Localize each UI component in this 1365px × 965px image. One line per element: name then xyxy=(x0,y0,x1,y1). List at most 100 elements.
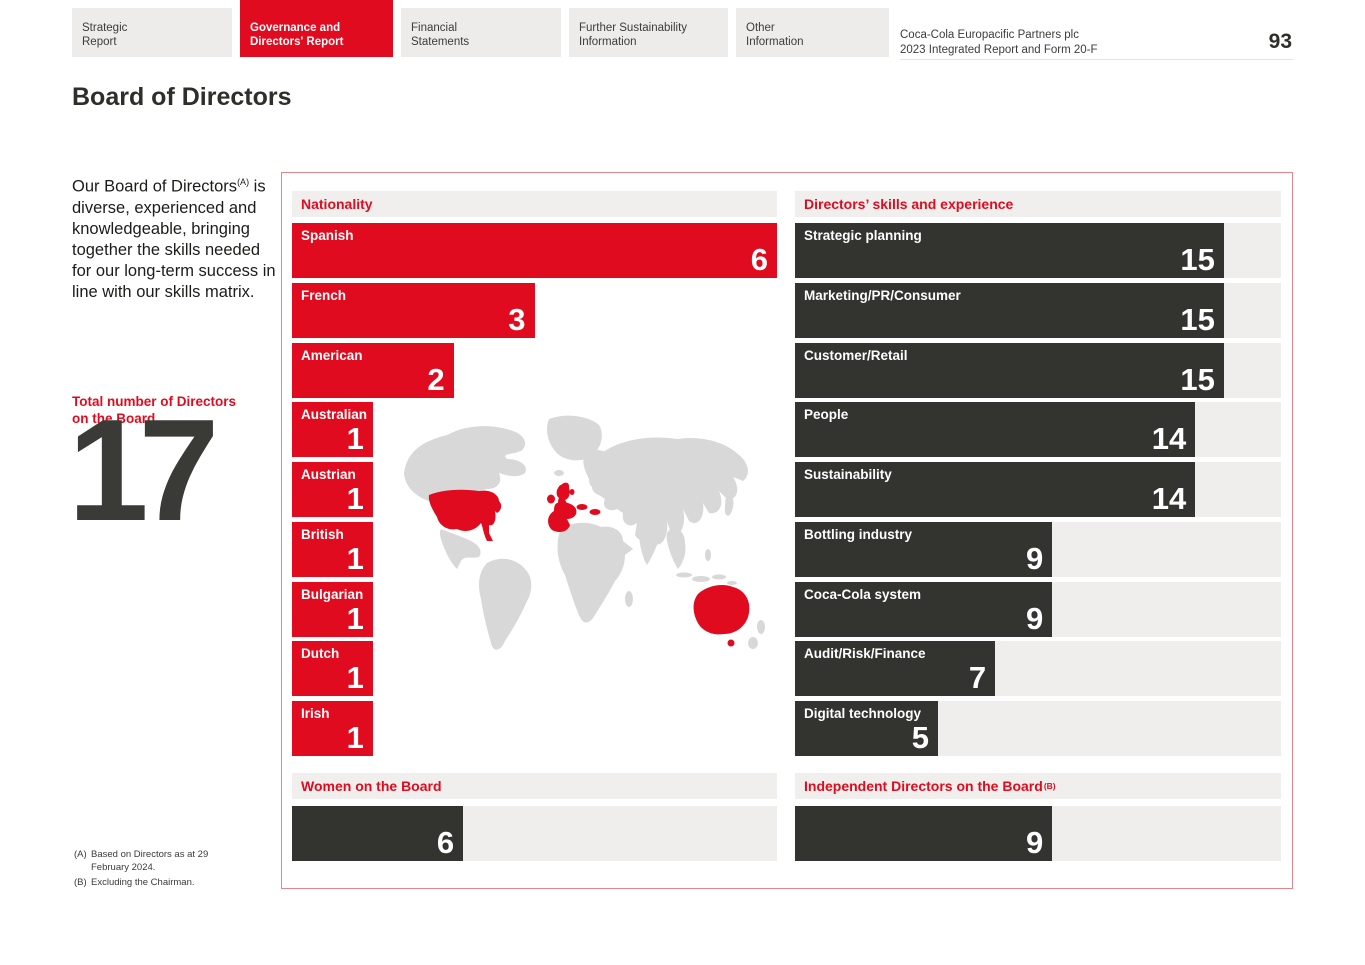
bar-label: Dutch xyxy=(301,646,340,662)
bar-label: British xyxy=(301,526,344,542)
bar: Coca-Cola system 9 xyxy=(795,581,1053,637)
tab-label-line: Strategic xyxy=(82,22,128,34)
world-map xyxy=(404,415,765,650)
bar: Dutch 1 xyxy=(292,641,373,697)
footnote-text: Excluding the Chairman. xyxy=(91,877,195,888)
total-directors-label: Total number of Directors on the Board xyxy=(72,394,237,426)
tab-governance-and-directors-report[interactable]: Governance and Directors' Report xyxy=(240,0,393,57)
women-chart: Women on the Board 6 xyxy=(292,773,777,866)
bar-label: Strategic planning xyxy=(804,228,922,243)
bar: Digital technology 5 xyxy=(795,701,938,756)
bar-value: 9 xyxy=(1026,600,1044,636)
bar: Bottling industry 9 xyxy=(795,521,1053,577)
bar-row: Marketing/PR/Consumer 15 xyxy=(795,282,1281,338)
women-chart-title: Women on the Board xyxy=(292,773,777,799)
bar-value: 6 xyxy=(436,825,455,860)
bar: 6 xyxy=(292,806,464,861)
section-tab-bar: Strategic Report Governance and Directors' … xyxy=(72,0,889,57)
bar-row: Spanish 6 xyxy=(292,223,777,278)
bar: Austrian 1 xyxy=(292,462,373,517)
footnote-a: (A) Based on Directors as at 29 February… xyxy=(74,849,234,874)
page-title: Board of Directors xyxy=(72,82,292,111)
bar: Audit/Risk/Finance 7 xyxy=(795,641,996,697)
bar-value: 1 xyxy=(346,660,364,696)
board-infographic-panel: Nationality Spanish 6 French 3 American 2 Aust… xyxy=(281,172,1293,889)
bar: Marketing/PR/Consumer 15 xyxy=(795,282,1224,338)
bar-label: Audit/Risk/Finance xyxy=(804,646,926,662)
bar-row: Customer/Retail 15 xyxy=(795,342,1281,398)
bar-row: 6 xyxy=(292,806,777,861)
intro-text: Our Board of Directors xyxy=(72,177,238,196)
skills-bars: Strategic planning 15 Marketing/PR/Consume… xyxy=(795,223,1281,756)
women-bar: 6 xyxy=(292,806,777,861)
bar-value: 1 xyxy=(346,720,364,755)
bar-label: French xyxy=(301,287,347,303)
map-base-landmass xyxy=(404,415,765,650)
bar-row: Austrian 1 xyxy=(292,462,777,517)
bar-row: French 3 xyxy=(292,282,777,338)
bar-label: Bulgarian xyxy=(301,586,364,602)
bar-row: British 1 xyxy=(292,521,777,577)
bar-value: 1 xyxy=(346,600,364,636)
tab-strategic-report[interactable]: Strategic Report xyxy=(72,8,232,57)
tab-label-line: Financial xyxy=(411,22,458,34)
nationality-bars: Spanish 6 French 3 American 2 Australian 1 Austr… xyxy=(292,223,777,756)
bar-label: Bottling industry xyxy=(804,526,912,542)
footnote-marker: (A) xyxy=(74,849,87,860)
bar: Spanish 6 xyxy=(292,223,777,278)
footnotes: (A) Based on Directors as at 29 February… xyxy=(74,849,234,893)
bar-value: 9 xyxy=(1026,540,1044,576)
bar-label: Spanish xyxy=(301,228,354,243)
footnote-text: Based on Directors as at 29 February 202… xyxy=(91,849,209,873)
total-directors-value: 17 xyxy=(68,389,219,551)
bar-row: 9 xyxy=(795,806,1281,861)
bar-row: People 14 xyxy=(795,402,1281,458)
nationality-chart-title: Nationality xyxy=(292,191,777,217)
footnote-ref-b: (B) xyxy=(1043,781,1056,791)
bar-row: Coca-Cola system 9 xyxy=(795,581,1281,637)
bar: 9 xyxy=(795,806,1053,861)
page-number: 93 xyxy=(1268,30,1292,53)
intro-paragraph: Our Board of Directors(A) is diverse, ex… xyxy=(72,172,276,303)
intro-text: is diverse, experienced and knowledgeabl… xyxy=(72,177,276,301)
bar: Customer/Retail 15 xyxy=(795,342,1224,398)
nationality-chart: Nationality Spanish 6 French 3 American 2 Aust… xyxy=(292,191,777,761)
bar-label: Coca-Cola system xyxy=(804,586,922,602)
bar-value: 15 xyxy=(1180,301,1215,337)
independent-directors-chart: Independent Directors on the Board (B) 9 xyxy=(795,773,1281,866)
bar-row: Australian 1 xyxy=(292,402,777,458)
tab-label-line: Governance and xyxy=(250,22,341,34)
bar: Bulgarian 1 xyxy=(292,581,373,637)
chart-title-text: Independent Directors on the Board xyxy=(804,778,1043,794)
bar-row: Bulgarian 1 xyxy=(292,581,777,637)
brand-line-1: Coca-Cola Europacific Partners plc xyxy=(900,29,1079,41)
tab-label-line: Further Sustainability xyxy=(579,22,688,34)
chart-title-text: Directors’ skills and experience xyxy=(804,196,1014,212)
tab-other-information[interactable]: Other Information xyxy=(736,8,889,57)
tab-label-line: Statements xyxy=(411,36,470,48)
bar-label: Digital technology xyxy=(804,706,922,721)
footnote-b: (B) Excluding the Chairman. xyxy=(74,877,234,890)
bar-value: 7 xyxy=(968,660,987,696)
bar: Irish 1 xyxy=(292,701,373,756)
bar-value: 3 xyxy=(508,301,526,337)
tab-label-line: Directors' Report xyxy=(250,36,344,48)
bar-label: Sustainability xyxy=(804,467,892,482)
skills-chart-title: Directors’ skills and experience xyxy=(795,191,1281,217)
tab-label-line: Other xyxy=(746,22,775,34)
independent-directors-chart-title: Independent Directors on the Board (B) xyxy=(795,773,1281,799)
tab-label-line: Information xyxy=(746,36,804,48)
tab-label-line: Report xyxy=(82,36,117,48)
bar: Strategic planning 15 xyxy=(795,223,1224,278)
chart-title-text: Nationality xyxy=(301,196,373,212)
bar-value: 1 xyxy=(346,540,364,576)
bar: French 3 xyxy=(292,282,535,338)
tab-financial-statements[interactable]: Financial Statements xyxy=(401,8,561,57)
bar-row: Sustainability 14 xyxy=(795,462,1281,517)
bar-label: Austrian xyxy=(301,467,356,482)
bar-label: Irish xyxy=(301,706,330,721)
skills-chart: Directors’ skills and experience Strateg… xyxy=(795,191,1281,761)
brand-line-2: 2023 Integrated Report and Form 20-F xyxy=(900,44,1098,56)
tab-further-sustainability-information[interactable]: Further Sustainability Information xyxy=(569,8,728,57)
